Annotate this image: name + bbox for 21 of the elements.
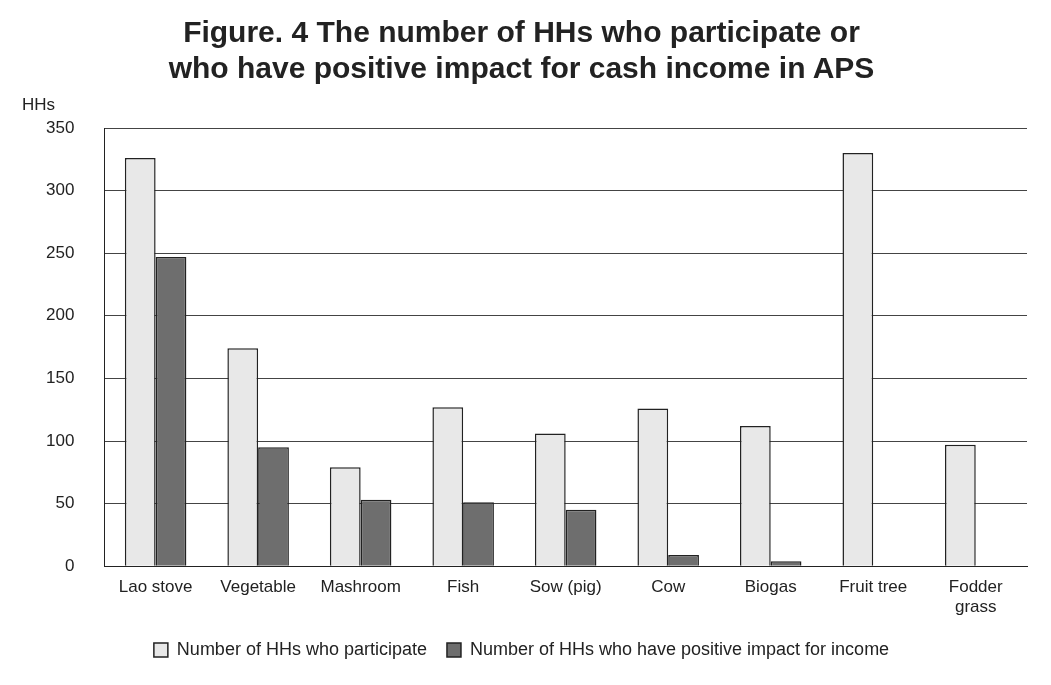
x-tick-label: Lao stove (118, 577, 193, 597)
x-tick-label: Vegetable (220, 577, 296, 597)
legend-label: Number of HHs who participate (176, 638, 427, 659)
legend-label: Number of HHs who have positive impact for income (469, 638, 890, 659)
x-tick-label: Cow (651, 577, 686, 597)
y-tick-label: 150 (45, 368, 75, 388)
y-tick-label: 100 (45, 430, 75, 450)
y-tick-label: 0 (64, 555, 75, 575)
y-tick-label: 250 (45, 242, 75, 262)
x-tick-label: Mashroom (320, 577, 401, 597)
y-axis-title: HHs (22, 95, 56, 115)
x-tick-label: Fodder grass (948, 577, 1004, 617)
chart-title: Figure. 4 The number of HHs who participate or who have positive impact for cash income in APS (167, 15, 875, 85)
x-tick-label: Biogas (744, 577, 797, 597)
y-tick-label: 50 (55, 493, 75, 513)
x-tick-label: Fruit tree (839, 577, 908, 597)
x-tick-label: Fish (447, 577, 480, 597)
y-tick-label: 300 (45, 180, 75, 200)
x-tick-label: Sow (pig) (529, 577, 602, 597)
y-tick-label: 200 (45, 305, 75, 325)
y-tick-label: 350 (45, 117, 75, 137)
